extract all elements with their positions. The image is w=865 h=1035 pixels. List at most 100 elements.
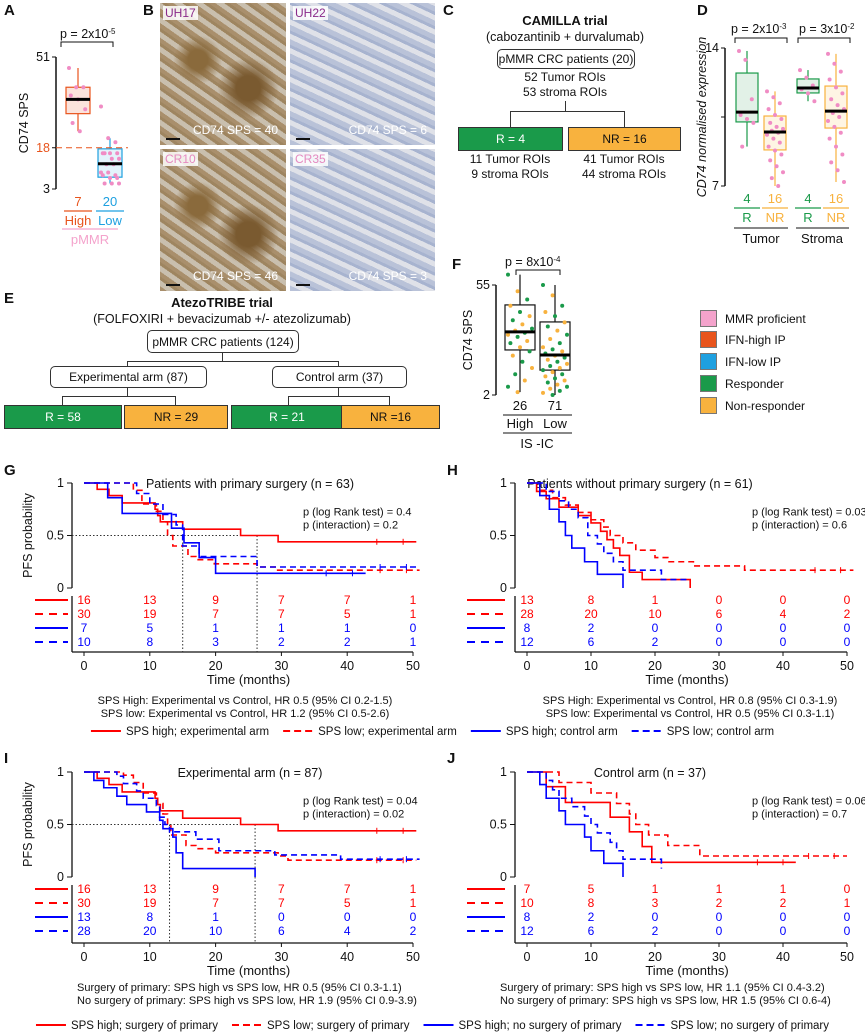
data-point <box>525 339 530 344</box>
data-point <box>806 91 810 96</box>
y-tick-label: 0.5 <box>47 529 64 543</box>
group-name-label: R <box>742 210 751 225</box>
stat-label: p (interaction) = 0.7 <box>752 809 847 821</box>
data-point <box>518 309 522 314</box>
data-point <box>520 359 525 364</box>
data-point <box>743 57 748 62</box>
legend-label: SPS high; experimental arm <box>126 726 269 738</box>
at-risk-count: 1 <box>652 593 659 607</box>
data-point <box>557 341 562 346</box>
y-axis-label: CD74 SPS <box>17 93 31 153</box>
panel-label-f: F <box>452 256 462 273</box>
plot-title: Experimental arm (n = 87) <box>178 766 323 780</box>
data-point <box>777 101 782 106</box>
at-risk-count: 1 <box>212 910 219 924</box>
r-stroma-rois: 9 stroma ROIs <box>471 167 549 181</box>
hazard-ratio-note: SPS High: Experimental vs Control, HR 0.… <box>98 695 393 707</box>
data-point <box>835 103 840 108</box>
legend-item: Responder <box>700 375 784 392</box>
at-risk-count: 0 <box>844 635 851 649</box>
at-risk-count: 7 <box>278 882 285 896</box>
x-tick-label: 40 <box>340 659 354 673</box>
data-point <box>766 107 771 112</box>
at-risk-count: 7 <box>344 593 351 607</box>
group-name-label: NR <box>766 210 785 225</box>
x-tick-label: 10 <box>584 659 598 673</box>
at-risk-count: 9 <box>212 593 219 607</box>
data-point <box>115 151 120 156</box>
data-point <box>826 51 830 56</box>
at-risk-count: 0 <box>278 910 285 924</box>
data-point <box>520 322 525 327</box>
ihc-image-uh22: UH22 CD74 SPS = 6 <box>290 3 435 145</box>
x-tick-label: 50 <box>406 950 420 964</box>
data-point <box>543 374 548 379</box>
sample-id: UH17 <box>163 6 198 20</box>
at-risk-count: 9 <box>212 882 219 896</box>
data-point <box>565 384 569 389</box>
legend-label: Non-responder <box>725 398 806 413</box>
panel-label-c: C <box>443 2 454 19</box>
data-point <box>555 328 560 333</box>
y-tick-label: 0 <box>57 870 64 884</box>
group-n-label: 71 <box>548 398 562 413</box>
at-risk-count: 0 <box>410 621 417 635</box>
legend-swatch <box>700 375 717 392</box>
at-risk-count: 3 <box>652 896 659 910</box>
significance-bracket <box>515 269 561 275</box>
group-n-label: 20 <box>103 194 117 209</box>
at-risk-count: 0 <box>780 924 787 938</box>
y-axis-label: CD74 normalised expression <box>695 37 709 198</box>
at-risk-count: 1 <box>780 882 787 896</box>
legend-label: SPS low; no surgery of primary <box>671 1020 830 1032</box>
at-risk-count: 0 <box>844 924 851 938</box>
at-risk-count: 0 <box>344 910 351 924</box>
at-risk-count: 0 <box>716 924 723 938</box>
at-risk-count: 3 <box>212 635 219 649</box>
ihc-image-cr10: CR10 CD74 SPS = 46 <box>160 149 286 291</box>
x-axis-label: Time (months) <box>207 672 290 687</box>
stat-label: p (interaction) = 0.02 <box>303 809 404 821</box>
at-risk-count: 1 <box>410 593 417 607</box>
data-point <box>832 124 837 129</box>
data-point <box>525 297 530 302</box>
data-point <box>74 85 79 90</box>
ctrl-responder-box: R = 21 <box>231 405 343 429</box>
x-tick-label: 20 <box>648 659 662 673</box>
stat-label: p (log Rank test) = 0.03 <box>752 507 865 519</box>
legend-swatch <box>700 397 717 414</box>
nr-tumor-rois: 41 Tumor ROIs <box>583 152 665 166</box>
at-risk-count: 7 <box>524 882 531 896</box>
sample-id: UH22 <box>293 6 328 20</box>
camilla-stroma-rois: 53 stroma ROIs <box>522 85 608 99</box>
at-risk-count: 1 <box>844 896 851 910</box>
at-risk-count: 2 <box>278 635 285 649</box>
data-point <box>765 89 769 94</box>
plot-title: Control arm (n = 37) <box>594 766 706 780</box>
p-value-text: p = 8x10 <box>505 255 553 269</box>
data-point <box>102 151 107 156</box>
legend-label: SPS high; control arm <box>506 726 618 738</box>
sps-value: CD74 SPS = 6 <box>348 123 427 137</box>
at-risk-count: 1 <box>278 621 285 635</box>
data-point <box>826 118 830 123</box>
data-point <box>108 151 112 156</box>
sps-value: CD74 SPS = 3 <box>348 269 427 283</box>
survival-curve <box>84 482 366 575</box>
control-arm-box: Control arm (37) <box>272 366 407 388</box>
at-risk-count: 10 <box>520 896 534 910</box>
data-point <box>550 370 555 375</box>
data-point <box>81 85 86 90</box>
data-point <box>829 160 834 165</box>
group-name-label: High <box>507 416 534 431</box>
data-point <box>565 361 569 366</box>
at-risk-count: 0 <box>652 910 659 924</box>
legend-item: Non-responder <box>700 397 805 414</box>
data-point <box>548 336 553 341</box>
survival-curve <box>527 482 691 588</box>
p-value-label: p = 3x10-2 <box>799 22 855 37</box>
data-point <box>506 272 510 277</box>
tree-line <box>338 387 339 396</box>
category-label: Stroma <box>801 231 844 246</box>
scale-bar <box>166 284 180 286</box>
